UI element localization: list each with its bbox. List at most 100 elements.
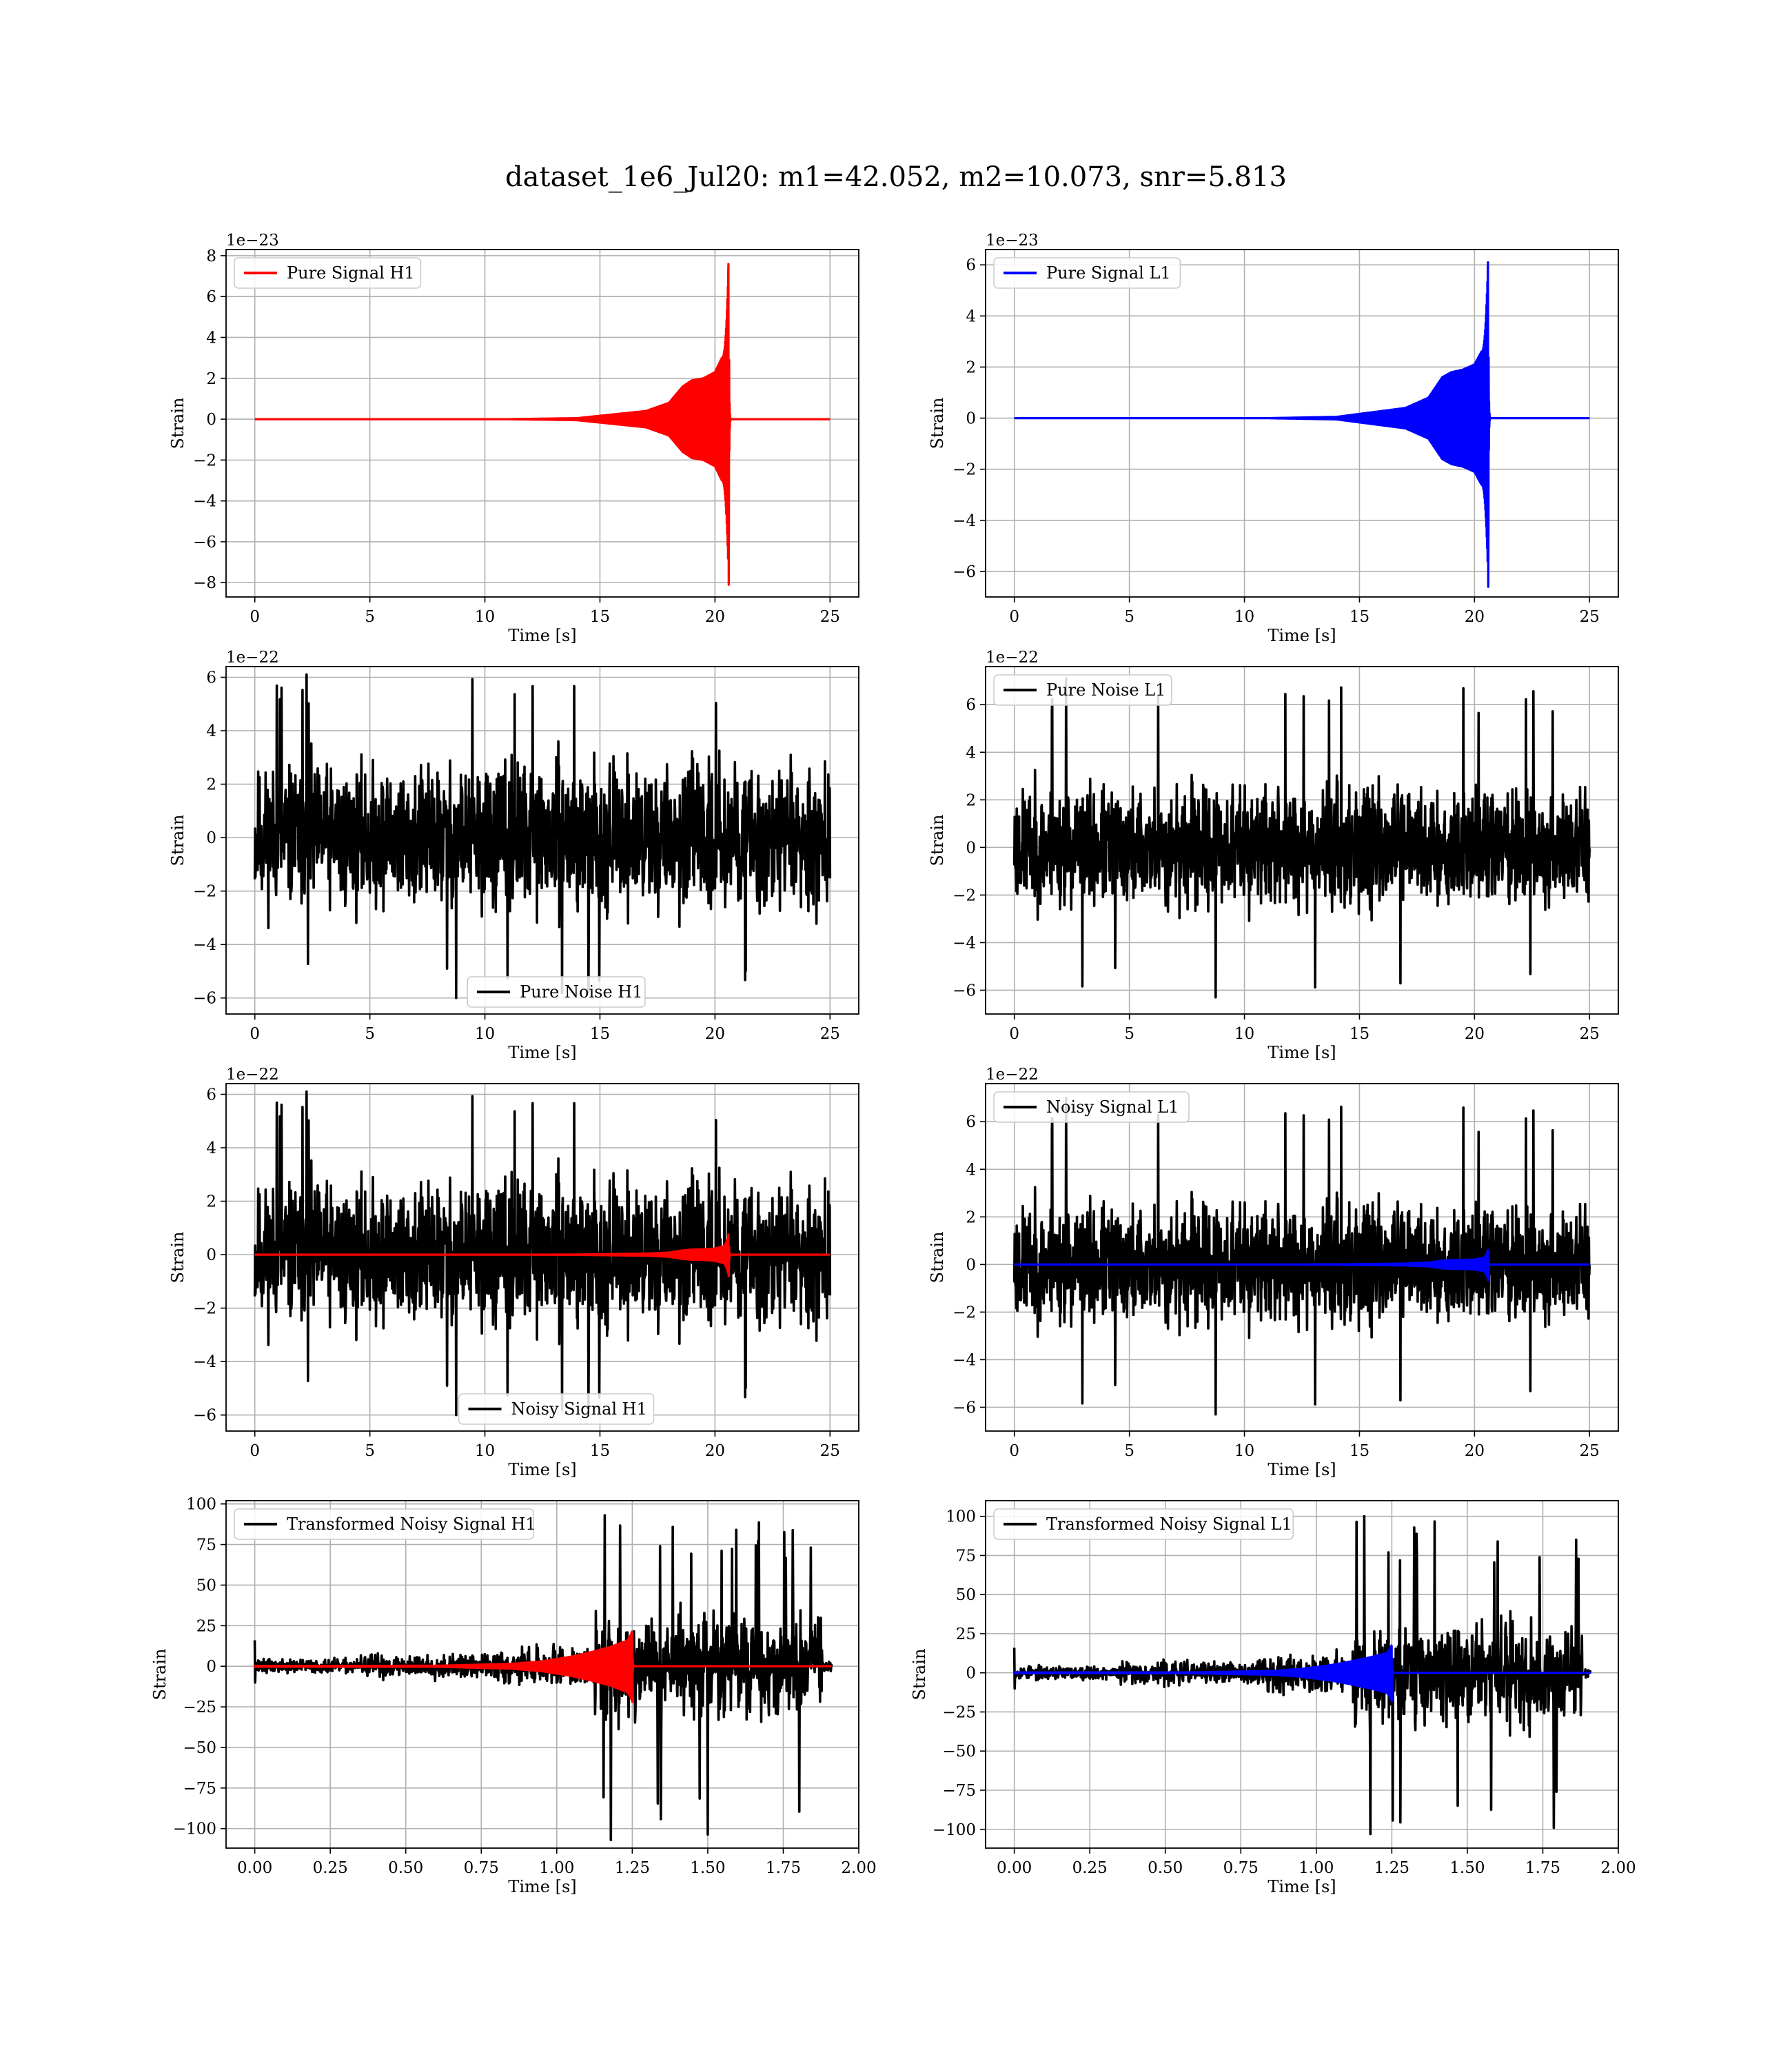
x-tick-label: 0.50 — [1148, 1859, 1183, 1877]
legend-entry: Pure Noise H1 — [520, 982, 642, 1002]
offset-text: 1e−22 — [986, 1066, 1039, 1084]
x-tick-label: 0.00 — [997, 1859, 1032, 1877]
y-tick-label: 2 — [206, 370, 216, 388]
x-tick-label: 1.00 — [1299, 1859, 1334, 1877]
legend-entry: Pure Noise L1 — [1046, 680, 1165, 700]
panel-pure-signal-l1: 0 5 10 15 20 25 −6 −4 −2 0 2 4 6 Time [s] Strain 1e−23 P… — [928, 232, 1619, 645]
y-tick-label: 0 — [966, 1665, 976, 1683]
y-tick-label: 2 — [206, 776, 216, 794]
x-tick-label: 20 — [705, 1025, 725, 1043]
x-tick-label: 1.00 — [539, 1859, 574, 1877]
y-tick-label: 0 — [206, 411, 216, 429]
x-tick-label: 1.25 — [1374, 1859, 1409, 1877]
y-tick-label: −8 — [193, 574, 216, 592]
legend: Pure Noise L1 — [993, 674, 1172, 706]
x-tick-label: 20 — [1465, 608, 1485, 626]
y-tick-label: 6 — [966, 256, 976, 274]
series-line-overlay-1 — [254, 1630, 833, 1703]
x-tick-label: 0 — [1009, 1442, 1019, 1460]
y-tick-label: 4 — [966, 307, 976, 325]
y-axis-label: Strain — [928, 1232, 947, 1284]
x-tick-label: 15 — [590, 1025, 610, 1043]
x-tick-label: 1.25 — [615, 1859, 650, 1877]
y-tick-label: −4 — [193, 1353, 216, 1371]
x-tick-label: 0 — [1009, 608, 1019, 626]
y-tick-label: 6 — [206, 669, 216, 687]
figure-title: dataset_1e6_Jul20: m1=42.052, m2=10.073,… — [505, 161, 1287, 193]
y-tick-label: −25 — [183, 1699, 216, 1716]
y-tick-label: 2 — [206, 1193, 216, 1211]
x-axis-label: Time [s] — [1267, 1043, 1336, 1062]
y-tick-label: −75 — [183, 1780, 216, 1798]
y-tick-label: 50 — [196, 1577, 216, 1594]
y-tick-label: −100 — [173, 1821, 216, 1838]
x-axis-label: Time [s] — [508, 1877, 576, 1896]
y-tick-label: 0 — [206, 829, 216, 847]
panel-transformed-noisy-signal-h1: 0.00 0.25 0.50 0.75 1.00 1.25 1.50 1.75 2.00 −100… — [150, 1496, 877, 1896]
series-group — [1012, 1096, 1591, 1416]
legend: Transformed Noisy Signal L1 — [993, 1508, 1294, 1540]
x-tick-label: 20 — [1465, 1442, 1485, 1460]
x-axis-label: Time [s] — [1267, 1877, 1336, 1896]
y-tick-label: 0 — [966, 839, 976, 857]
x-axis-label: Time [s] — [508, 1043, 576, 1062]
x-tick-label: 10 — [1234, 1025, 1254, 1043]
series-line-overlay-1 — [1013, 1248, 1591, 1281]
x-tick-label: 10 — [1234, 608, 1254, 626]
y-axis-label: Strain — [168, 815, 187, 866]
legend: Noisy Signal L1 — [993, 1091, 1190, 1123]
axes-frame — [985, 1500, 1619, 1849]
y-tick-label: 0 — [966, 1256, 976, 1274]
y-tick-label: 50 — [956, 1586, 976, 1604]
x-tick-label: 0.75 — [464, 1859, 499, 1877]
series-line-pure-signal-h1 — [254, 263, 831, 586]
x-tick-label: 0 — [250, 608, 260, 626]
series-group — [254, 263, 831, 586]
offset-text: 1e−22 — [226, 649, 279, 667]
y-tick-label: −6 — [193, 990, 216, 1008]
y-tick-label: 6 — [206, 288, 216, 306]
x-tick-label: 25 — [1580, 1025, 1600, 1043]
x-tick-label: 25 — [820, 608, 840, 626]
x-tick-label: 10 — [1234, 1442, 1254, 1460]
series-group — [1012, 1514, 1592, 1836]
x-tick-label: 0.25 — [1072, 1859, 1108, 1877]
legend: Transformed Noisy Signal H1 — [234, 1508, 536, 1540]
y-tick-label: 100 — [946, 1508, 976, 1526]
series-group — [253, 673, 832, 1000]
x-tick-label: 20 — [1465, 1025, 1485, 1043]
offset-text: 1e−22 — [986, 649, 1039, 667]
y-tick-label: −4 — [193, 493, 216, 511]
legend: Pure Signal H1 — [234, 257, 422, 289]
y-tick-label: −75 — [942, 1782, 976, 1800]
x-tick-label: 15 — [590, 608, 610, 626]
x-axis-label: Time [s] — [1267, 1460, 1336, 1479]
x-tick-label: 20 — [705, 608, 725, 626]
y-tick-label: −4 — [953, 934, 976, 952]
legend-box — [467, 976, 646, 1008]
y-tick-label: −4 — [193, 936, 216, 954]
y-tick-label: −2 — [193, 1300, 216, 1318]
y-tick-label: −6 — [953, 563, 976, 581]
x-axis-label: Time [s] — [508, 1460, 576, 1479]
series-group — [253, 1514, 833, 1841]
legend-box — [993, 674, 1172, 706]
offset-text: 1e−23 — [226, 232, 279, 250]
series-line-overlay-1 — [254, 1233, 831, 1278]
series-line-overlay-1 — [1013, 1644, 1592, 1703]
y-tick-label: 2 — [966, 1208, 976, 1226]
y-tick-label: 0 — [966, 410, 976, 428]
y-tick-label: −2 — [953, 1304, 976, 1321]
y-tick-label: 0 — [206, 1658, 216, 1676]
y-tick-label: −2 — [953, 461, 976, 479]
axes-frame — [225, 249, 859, 598]
y-tick-label: −50 — [942, 1743, 976, 1761]
axes-frame — [225, 1083, 859, 1432]
y-tick-label: 6 — [206, 1086, 216, 1104]
y-axis-label: Strain — [168, 398, 187, 449]
x-tick-label: 25 — [820, 1025, 840, 1043]
legend-box — [234, 257, 422, 289]
series-line-noisy-signal-l1 — [1012, 1096, 1591, 1416]
panel-transformed-noisy-signal-l1: 0.00 0.25 0.50 0.75 1.00 1.25 1.50 1.75 2.00 −100… — [910, 1500, 1636, 1896]
